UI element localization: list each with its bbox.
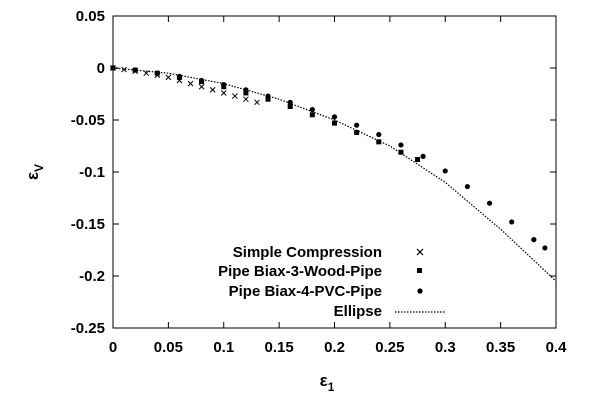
- data-point-pipe-biax-4-pvc-pipe: [464, 183, 470, 190]
- legend-marker-wood-pipe: [417, 268, 422, 273]
- data-point-pipe-biax-4-pvc-pipe: [265, 93, 271, 99]
- legend-marker-pvc-pipe: [417, 288, 423, 294]
- x-axis-label-main: ε: [320, 371, 328, 390]
- data-point-simple-compression: [121, 66, 127, 73]
- x-tick-label: 0.05: [154, 339, 183, 356]
- x-tick-label: 0.2: [324, 339, 345, 356]
- data-point-simple-compression: [254, 99, 260, 106]
- x-axis-label: ε1: [320, 371, 335, 394]
- legend-label-wood-pipe: Pipe Biax-3-Wood-Pipe: [218, 263, 382, 280]
- data-point-pipe-biax-4-pvc-pipe: [531, 237, 537, 243]
- y-axis-label: εV: [23, 164, 46, 180]
- data-point-pipe-biax-4-pvc-pipe: [376, 131, 382, 138]
- data-point-pipe-biax-4-pvc-pipe: [331, 114, 338, 120]
- x-tick-label: 0.4: [546, 339, 568, 356]
- series-line-ellipse: [112, 67, 557, 282]
- data-point-pipe-biax-3-wood-pipe: [354, 129, 360, 135]
- y-tick-label: 0: [97, 60, 105, 77]
- data-point-pipe-biax-4-pvc-pipe: [542, 245, 548, 251]
- tick-labels: 0 0.05 0.1 0.15 0.2 0.25 0.3 0.35 0.4 0.05 0 -0.05 -…: [71, 8, 567, 356]
- data-point-simple-compression: [187, 80, 194, 87]
- data-point-pipe-biax-4-pvc-pipe: [176, 73, 183, 79]
- data-point-pipe-biax-3-wood-pipe: [287, 103, 293, 109]
- data-point-pipe-biax-4-pvc-pipe: [354, 122, 360, 128]
- data-point-pipe-biax-4-pvc-pipe: [509, 219, 515, 225]
- data-point-pipe-biax-4-pvc-pipe: [398, 142, 404, 148]
- y-tick-label: -0.2: [79, 268, 105, 285]
- x-tick-label: 0: [109, 339, 117, 356]
- data-point-pipe-biax-4-pvc-pipe: [221, 82, 227, 88]
- x-tick-label: 0.1: [213, 339, 234, 356]
- data-point-pipe-biax-3-wood-pipe: [415, 157, 421, 163]
- legend-label-pvc-pipe: Pipe Biax-4-PVC-Pipe: [229, 283, 382, 300]
- data-point-pipe-biax-3-wood-pipe: [309, 112, 315, 118]
- y-tick-label: -0.25: [71, 320, 105, 337]
- x-axis-label-sub: 1: [328, 380, 335, 394]
- legend-label-simple-compression: Simple Compression: [233, 244, 382, 261]
- data-point-simple-compression: [143, 70, 150, 77]
- y-axis-label-main: ε: [23, 172, 42, 180]
- data-point-pipe-biax-3-wood-pipe: [332, 120, 337, 126]
- data-point-simple-compression: [220, 90, 227, 96]
- y-axis-label-sub: V: [32, 164, 46, 172]
- data-point-simple-compression: [243, 96, 249, 103]
- plot-frame: [112, 15, 557, 329]
- data-point-pipe-biax-3-wood-pipe: [398, 149, 404, 155]
- legend-label-ellipse: Ellipse: [334, 303, 382, 320]
- data-point-simple-compression: [165, 74, 172, 81]
- y-tick-label: -0.05: [71, 112, 105, 129]
- x-tick-label: 0.15: [265, 339, 294, 356]
- data-point-pipe-biax-4-pvc-pipe: [309, 107, 315, 113]
- series-layer: [110, 65, 557, 282]
- data-point-pipe-biax-3-wood-pipe: [376, 139, 382, 145]
- x-tick-label: 0.3: [435, 339, 456, 356]
- legend: Simple Compression Pipe Biax-3-Wood-Pipe…: [218, 244, 446, 320]
- data-point-pipe-biax-4-pvc-pipe: [154, 70, 160, 76]
- ticks: [112, 15, 557, 329]
- data-point-simple-compression: [231, 93, 238, 99]
- x-tick-label: 0.35: [486, 339, 515, 356]
- y-tick-label: -0.1: [79, 164, 105, 181]
- data-point-pipe-biax-4-pvc-pipe: [287, 99, 293, 105]
- data-point-pipe-biax-3-wood-pipe: [265, 96, 271, 102]
- legend-marker-simple-compression: [416, 248, 424, 256]
- data-point-pipe-biax-3-wood-pipe: [243, 90, 249, 96]
- y-tick-label: -0.15: [71, 216, 105, 233]
- data-point-pipe-biax-4-pvc-pipe: [442, 168, 448, 174]
- data-point-pipe-biax-4-pvc-pipe: [243, 87, 249, 93]
- y-tick-label: 0.05: [76, 8, 105, 25]
- x-tick-label: 0.25: [375, 339, 404, 356]
- data-point-simple-compression: [198, 83, 205, 90]
- data-point-pipe-biax-4-pvc-pipe: [486, 200, 493, 206]
- data-point-pipe-biax-4-pvc-pipe: [420, 153, 426, 159]
- data-point-simple-compression: [209, 86, 216, 93]
